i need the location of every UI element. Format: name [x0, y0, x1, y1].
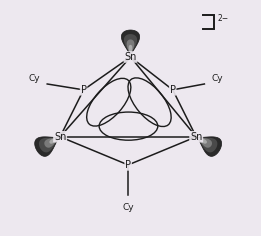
- Polygon shape: [39, 137, 60, 152]
- Polygon shape: [196, 137, 207, 144]
- Text: Cy: Cy: [211, 74, 223, 83]
- Text: P: P: [170, 85, 176, 95]
- Polygon shape: [196, 137, 217, 152]
- Text: Sn: Sn: [190, 132, 202, 142]
- Text: P: P: [81, 85, 87, 95]
- Polygon shape: [124, 34, 137, 57]
- Polygon shape: [196, 137, 212, 148]
- Polygon shape: [127, 39, 134, 57]
- Polygon shape: [49, 137, 60, 144]
- Text: 2−: 2−: [218, 14, 229, 23]
- Text: P: P: [125, 160, 131, 170]
- Polygon shape: [121, 30, 140, 57]
- Text: Cy: Cy: [28, 74, 40, 83]
- Text: Sn: Sn: [54, 132, 66, 142]
- Text: Sn: Sn: [124, 52, 137, 62]
- Polygon shape: [129, 45, 132, 57]
- Text: Cy: Cy: [122, 203, 134, 212]
- Polygon shape: [44, 137, 60, 148]
- Polygon shape: [35, 137, 60, 156]
- Polygon shape: [196, 137, 222, 156]
